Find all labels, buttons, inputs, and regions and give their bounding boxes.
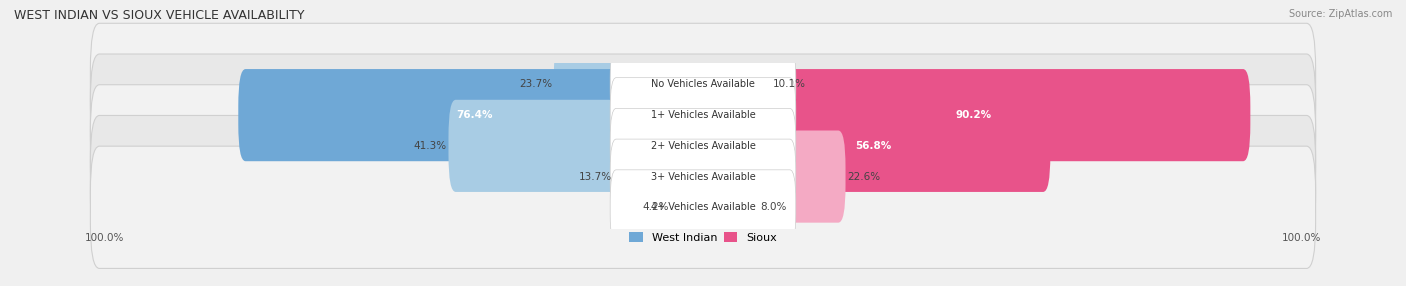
FancyBboxPatch shape [610,78,796,153]
Text: 90.2%: 90.2% [955,110,991,120]
Text: 8.0%: 8.0% [759,202,786,212]
FancyBboxPatch shape [90,85,1316,207]
FancyBboxPatch shape [696,130,845,223]
Text: Source: ZipAtlas.com: Source: ZipAtlas.com [1288,9,1392,19]
Text: 10.1%: 10.1% [772,80,806,90]
Text: WEST INDIAN VS SIOUX VEHICLE AVAILABILITY: WEST INDIAN VS SIOUX VEHICLE AVAILABILIT… [14,9,305,21]
FancyBboxPatch shape [696,100,1050,192]
FancyBboxPatch shape [614,130,710,223]
Text: 41.3%: 41.3% [413,141,447,151]
FancyBboxPatch shape [696,38,770,130]
Text: 56.8%: 56.8% [855,141,891,151]
FancyBboxPatch shape [238,69,710,161]
FancyBboxPatch shape [696,69,1250,161]
FancyBboxPatch shape [610,108,796,183]
Text: 2+ Vehicles Available: 2+ Vehicles Available [651,141,755,151]
FancyBboxPatch shape [90,116,1316,238]
Text: 13.7%: 13.7% [579,172,612,182]
FancyBboxPatch shape [610,139,796,214]
Text: 4.2%: 4.2% [643,202,669,212]
Text: 4+ Vehicles Available: 4+ Vehicles Available [651,202,755,212]
FancyBboxPatch shape [610,170,796,245]
FancyBboxPatch shape [610,47,796,122]
Text: 22.6%: 22.6% [848,172,880,182]
Text: 23.7%: 23.7% [519,80,553,90]
Text: 76.4%: 76.4% [456,110,492,120]
FancyBboxPatch shape [449,100,710,192]
Text: No Vehicles Available: No Vehicles Available [651,80,755,90]
Text: 3+ Vehicles Available: 3+ Vehicles Available [651,172,755,182]
FancyBboxPatch shape [696,161,758,253]
FancyBboxPatch shape [90,54,1316,176]
Text: 1+ Vehicles Available: 1+ Vehicles Available [651,110,755,120]
FancyBboxPatch shape [671,161,710,253]
FancyBboxPatch shape [554,38,710,130]
FancyBboxPatch shape [90,23,1316,146]
Legend: West Indian, Sioux: West Indian, Sioux [630,232,776,243]
FancyBboxPatch shape [90,146,1316,269]
